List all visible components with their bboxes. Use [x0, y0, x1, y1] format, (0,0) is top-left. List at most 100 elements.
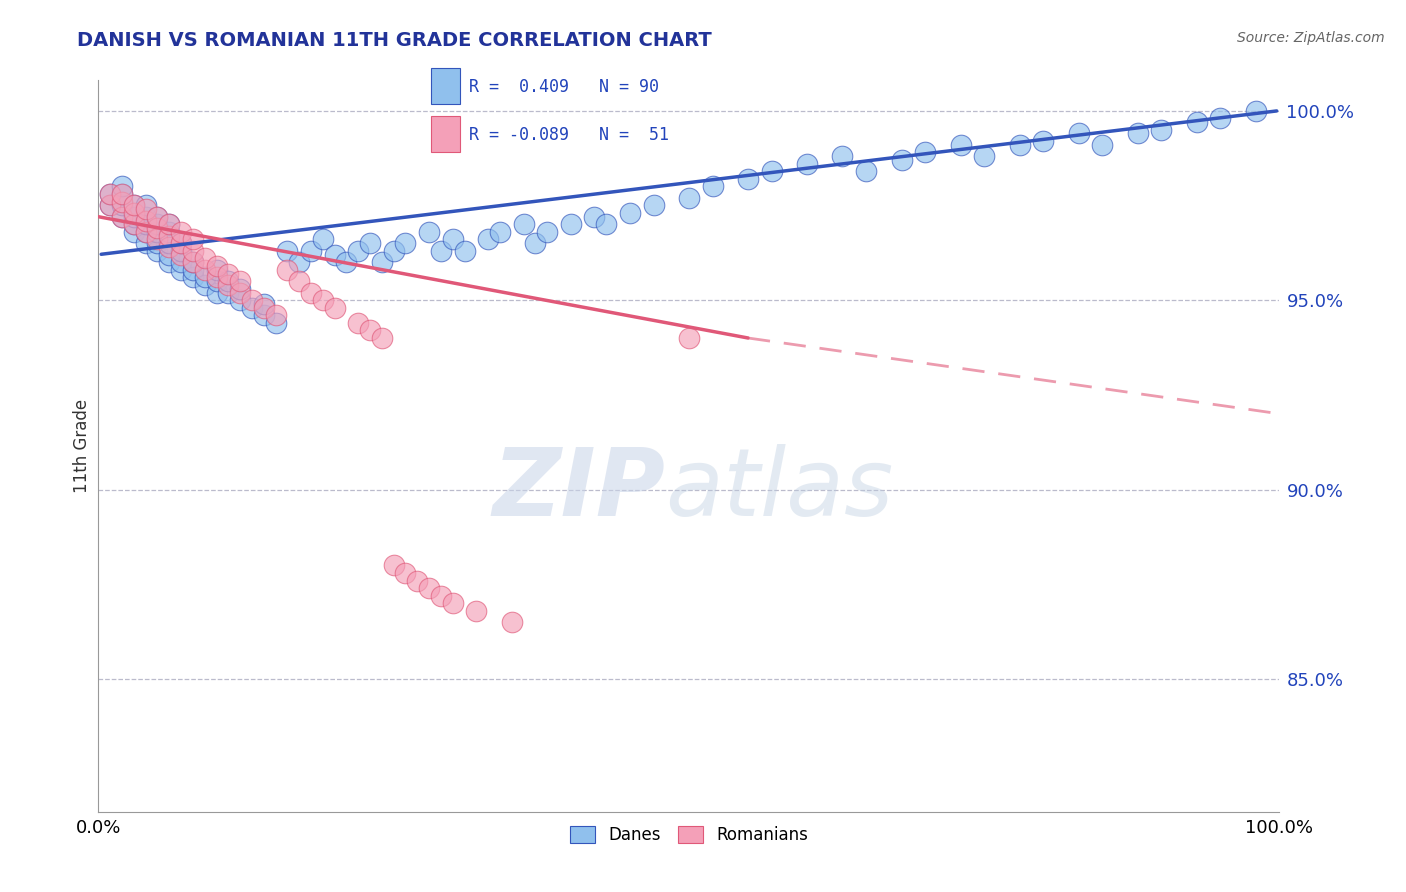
Point: [890, 153, 912, 167]
Point: [205, 262, 228, 277]
Point: [299, 285, 322, 300]
Point: [430, 244, 453, 258]
Bar: [430, 117, 460, 153]
Point: [914, 145, 936, 160]
Point: [146, 225, 169, 239]
Point: [157, 240, 180, 254]
Point: [157, 255, 180, 269]
Point: [135, 217, 157, 231]
Point: [465, 604, 488, 618]
Text: R = -0.089   N =  51: R = -0.089 N = 51: [470, 126, 669, 144]
Point: [359, 323, 381, 337]
Point: [441, 596, 464, 610]
Point: [122, 217, 145, 231]
Point: [111, 210, 134, 224]
Point: [205, 285, 228, 300]
Point: [111, 179, 134, 194]
Point: [122, 210, 145, 224]
Point: [371, 331, 394, 345]
Point: [170, 244, 193, 258]
Point: [1008, 137, 1031, 152]
Point: [264, 308, 287, 322]
Point: [312, 232, 335, 246]
Point: [146, 236, 169, 251]
Point: [170, 225, 193, 239]
Point: [240, 301, 263, 315]
Point: [288, 255, 311, 269]
Point: [949, 137, 972, 152]
Point: [111, 194, 134, 209]
Point: [595, 217, 617, 231]
Point: [170, 255, 193, 269]
Point: [323, 301, 346, 315]
Point: [761, 164, 783, 178]
Point: [111, 210, 134, 224]
Point: [170, 247, 193, 261]
Point: [157, 236, 180, 251]
Point: [135, 198, 157, 212]
Point: [181, 232, 204, 246]
Text: atlas: atlas: [665, 444, 894, 535]
Point: [98, 198, 121, 212]
Point: [678, 331, 700, 345]
Point: [382, 558, 405, 573]
Point: [146, 217, 169, 231]
Point: [205, 270, 228, 285]
Point: [1091, 137, 1114, 152]
Point: [205, 274, 228, 288]
Point: [441, 232, 464, 246]
Point: [98, 186, 121, 201]
Point: [122, 198, 145, 212]
Point: [796, 156, 818, 170]
Point: [583, 210, 606, 224]
Point: [135, 202, 157, 216]
Text: DANISH VS ROMANIAN 11TH GRADE CORRELATION CHART: DANISH VS ROMANIAN 11TH GRADE CORRELATIO…: [77, 31, 711, 50]
Point: [122, 206, 145, 220]
Point: [406, 574, 429, 588]
Point: [181, 255, 204, 269]
Point: [157, 217, 180, 231]
Point: [619, 206, 641, 220]
Point: [170, 236, 193, 251]
Point: [135, 210, 157, 224]
Point: [1067, 126, 1090, 140]
Point: [98, 198, 121, 212]
Point: [170, 236, 193, 251]
Point: [111, 186, 134, 201]
Point: [217, 277, 239, 292]
Point: [382, 244, 405, 258]
Point: [1032, 134, 1054, 148]
Point: [122, 217, 145, 231]
Point: [536, 225, 558, 239]
Point: [157, 247, 180, 261]
Point: [477, 232, 499, 246]
Point: [194, 262, 217, 277]
Point: [122, 225, 145, 239]
Point: [217, 267, 239, 281]
Point: [181, 262, 204, 277]
Point: [643, 198, 665, 212]
Point: [205, 259, 228, 273]
Point: [359, 236, 381, 251]
Point: [394, 566, 416, 580]
Point: [135, 213, 157, 227]
Text: ZIP: ZIP: [492, 444, 665, 536]
Point: [831, 149, 853, 163]
Point: [146, 221, 169, 235]
Point: [146, 210, 169, 224]
Point: [737, 171, 759, 186]
Point: [371, 255, 394, 269]
Point: [146, 232, 169, 246]
Text: R =  0.409   N = 90: R = 0.409 N = 90: [470, 78, 659, 95]
Point: [157, 228, 180, 243]
Point: [1244, 103, 1267, 118]
Point: [240, 293, 263, 307]
Point: [135, 225, 157, 239]
Point: [217, 285, 239, 300]
Point: [288, 274, 311, 288]
Point: [312, 293, 335, 307]
Point: [512, 217, 534, 231]
Point: [855, 164, 877, 178]
Point: [229, 285, 252, 300]
Point: [194, 277, 217, 292]
